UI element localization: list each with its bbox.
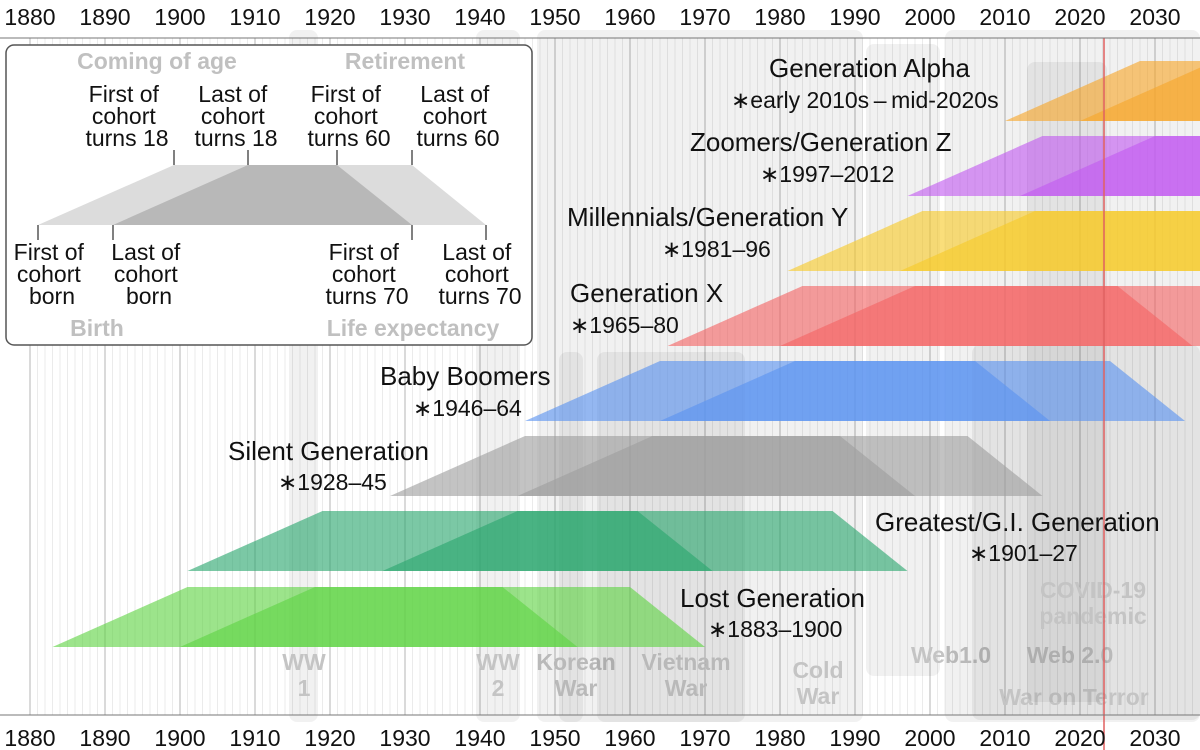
bottom-year-label: 1980 (754, 725, 805, 750)
legend-first-turns-60: First of cohort turns 60 (307, 81, 390, 151)
legend-last-born: Last of cohort born (111, 239, 186, 309)
bottom-year-label: 1900 (154, 725, 205, 750)
top-year-label: 2020 (1054, 4, 1105, 30)
top-year-label: 2030 (1129, 4, 1180, 30)
bottom-year-label: 1990 (829, 725, 880, 750)
event-label: Web1.0 (911, 642, 991, 668)
legend-first-turns-70: First of cohort turns 70 (325, 239, 408, 309)
generation-name: Generation Alpha (769, 53, 970, 83)
event-label: War on Terror (999, 684, 1149, 710)
legend-last-turns-18: Last of cohort turns 18 (194, 81, 277, 151)
year-axes: 1880 1880 1890 1890 1900 1900 1910 1910 1920 1920… (0, 4, 1200, 750)
legend-retirement: Retirement (345, 48, 465, 74)
bottom-year-label: 1960 (604, 725, 655, 750)
event-label: WW 1 (282, 649, 326, 701)
generation-name: Lost Generation (680, 583, 865, 613)
generation-band-overlap (517, 436, 915, 496)
legend: Coming of age Retirement Birth Life expe… (5, 44, 533, 346)
generation-name: Millennials/Generation Y (567, 202, 848, 232)
generation-birth-years: ∗early 2010s – mid-2020s (731, 87, 999, 113)
generation-band-overlap (780, 286, 1193, 346)
generation-birth-years: ∗1981–96 (662, 236, 771, 262)
legend-last-turns-60: Last of cohort turns 60 (416, 81, 499, 151)
legend-band-dark (113, 165, 412, 225)
event-label: Cold War (792, 657, 843, 709)
bottom-year-label: 1940 (454, 725, 505, 750)
top-year-label: 1920 (304, 4, 355, 30)
generation-name: Silent Generation (228, 436, 429, 466)
generation-bands (52, 61, 1200, 647)
generation-name: Zoomers/Generation Z (690, 127, 952, 157)
generation-name: Baby Boomers (380, 361, 551, 391)
generation-band-overlap (660, 361, 1050, 421)
top-year-label: 1910 (229, 4, 280, 30)
bottom-year-label: 1880 (4, 725, 55, 750)
generation-birth-years: ∗1883–1900 (708, 616, 842, 642)
generation-birth-years: ∗1901–27 (969, 540, 1078, 566)
generation-labels: Lost Generation ∗1883–1900 Greatest/G.I. G… (228, 53, 1160, 642)
bottom-year-label: 1910 (229, 725, 280, 750)
top-year-label: 1940 (454, 4, 505, 30)
bottom-year-label: 1920 (304, 725, 355, 750)
legend-first-born: First of cohort born (14, 239, 91, 309)
event-label: WW 2 (476, 649, 520, 701)
generation-name: Generation X (570, 278, 723, 308)
top-year-label: 1990 (829, 4, 880, 30)
top-year-label: 1960 (604, 4, 655, 30)
event-label: KoreanWar (536, 649, 615, 701)
bottom-year-label: 2000 (904, 725, 955, 750)
generation-birth-years: ∗1997–2012 (760, 161, 894, 187)
bottom-year-label: 1930 (379, 725, 430, 750)
legend-birth: Birth (70, 315, 124, 341)
bottom-year-label: 1950 (529, 725, 580, 750)
top-year-label: 1890 (79, 4, 130, 30)
top-year-label: 1900 (154, 4, 205, 30)
event-box (866, 44, 940, 676)
event-label: Web 2.0 (1027, 642, 1114, 668)
generation-name: Greatest/G.I. Generation (875, 507, 1160, 537)
top-year-label: 2010 (979, 4, 1030, 30)
top-year-label: 2000 (904, 4, 955, 30)
bottom-year-label: 1970 (679, 725, 730, 750)
generation-band-overlap (382, 511, 713, 571)
top-year-label: 1980 (754, 4, 805, 30)
legend-life-expectancy: Life expectancy (327, 315, 500, 341)
event-label: COVID-19 pandemic (1039, 577, 1147, 629)
bottom-year-label: 2020 (1054, 725, 1105, 750)
top-year-label: 1950 (529, 4, 580, 30)
top-year-label: 1930 (379, 4, 430, 30)
generation-band-overlap (900, 211, 1200, 271)
generation-band-overlap (1080, 67, 1200, 121)
event-label: VietnamWar (641, 649, 730, 701)
bottom-year-label: 1890 (79, 725, 130, 750)
legend-coming-of-age: Coming of age (77, 48, 237, 74)
generation-birth-years: ∗1965–80 (570, 312, 679, 338)
top-year-label: 1970 (679, 4, 730, 30)
top-year-label: 1880 (4, 4, 55, 30)
generation-birth-years: ∗1946–64 (413, 395, 522, 421)
event-box (972, 345, 1200, 720)
legend-first-turns-18: First of cohort turns 18 (85, 81, 168, 151)
bottom-year-label: 2010 (979, 725, 1030, 750)
bottom-year-label: 2030 (1129, 725, 1180, 750)
generation-band-overlap (1020, 136, 1200, 196)
generation-birth-years: ∗1928–45 (278, 469, 387, 495)
legend-last-turns-70: Last of cohort turns 70 (438, 239, 521, 309)
generation-band-overlap (180, 587, 578, 647)
